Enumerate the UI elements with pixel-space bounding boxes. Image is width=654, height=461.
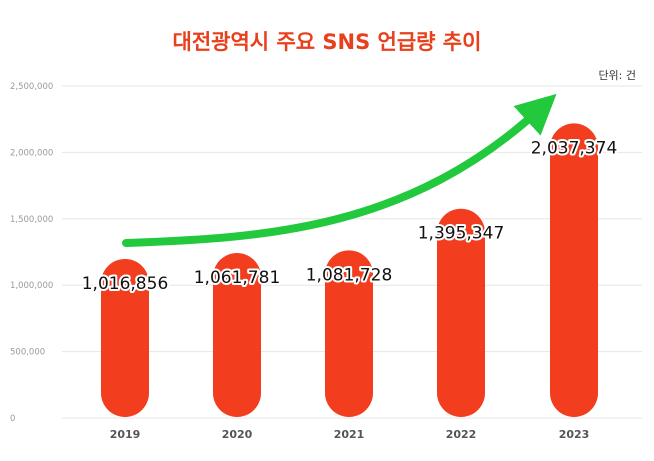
x-tick-label: 2023 [559,428,590,441]
y-tick-label: 2,500,000 [10,82,53,92]
value-labels: 1,016,856 1,061,781 1,081,728 1,395,347 2,03… [80,136,620,296]
x-tick-label: 2021 [334,428,365,441]
x-tick-label: 2020 [222,428,253,441]
bar-2022 [437,208,485,417]
bar-2019 [101,258,149,417]
value-label-2022: 1,395,347 [418,224,505,244]
bars [101,123,598,417]
y-tick-label: 2,000,000 [10,148,53,158]
bar-2023 [550,123,598,417]
x-tick-label: 2022 [446,428,477,441]
value-label-2020: 1,061,781 [194,268,281,288]
y-tick-label: 1,000,000 [10,281,53,291]
bar-2021 [325,250,373,417]
x-axis: 2019 2020 2021 2022 2023 [110,428,590,441]
bar-2020 [213,252,261,417]
y-tick-label: 0 [10,414,15,424]
trend-arrow [122,93,557,247]
value-label-2019: 1,016,856 [82,274,169,294]
x-tick-label: 2019 [110,428,141,441]
chart-title: 대전광역시 주요 SNS 언급량 추이 [173,30,482,54]
unit-label: 단위: 건 [598,69,636,82]
y-tick-label: 500,000 [10,348,45,358]
y-axis: 0 500,000 1,000,000 1,500,000 2,000,000 2,500… [10,82,53,424]
value-label-2021: 1,081,728 [306,265,393,285]
trend-arrow-line [122,93,557,247]
value-label-2023: 2,037,374 [531,138,618,158]
y-tick-label: 1,500,000 [10,215,53,225]
